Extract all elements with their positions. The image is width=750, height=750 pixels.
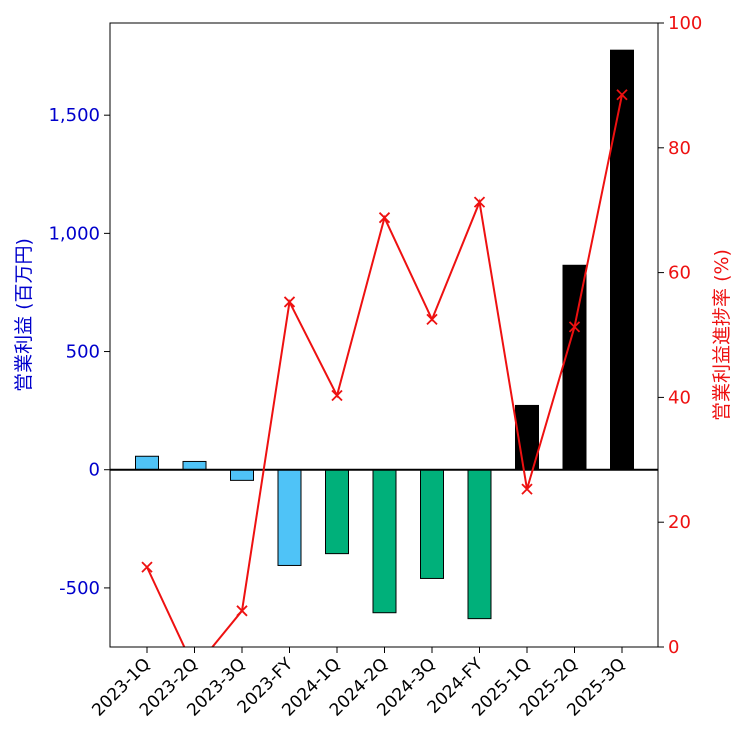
- right-tick-label: 0: [668, 637, 679, 658]
- bar-2025-2Q: [562, 264, 587, 471]
- line-marker-2025-3Q: [616, 89, 628, 101]
- bar-2024-FY: [467, 469, 492, 620]
- left-tick-label: -500: [59, 578, 100, 599]
- bar-2023-FY: [277, 469, 302, 566]
- right-tick-label: 100: [668, 13, 702, 34]
- left-axis-label: 営業利益 (百万円): [13, 238, 35, 392]
- left-tick-label: 1,000: [48, 223, 100, 244]
- line-marker-2023-1Q: [141, 561, 153, 573]
- line-marker-2024-2Q: [378, 212, 391, 224]
- line-marker-2025-1Q: [521, 483, 533, 495]
- left-tick-label: 1,500: [48, 105, 100, 126]
- line-marker-2023-FY: [283, 296, 296, 308]
- bar-2024-3Q: [420, 469, 444, 579]
- line-layer: [141, 89, 628, 647]
- right-tick-label: 20: [668, 512, 691, 533]
- bar-2025-3Q: [610, 49, 634, 471]
- x-axis: 2023-1Q2023-2Q2023-3Q2023-FY2024-1Q2024-…: [88, 647, 630, 721]
- bar-2023-3Q: [230, 469, 254, 481]
- line-marker-2024-FY: [473, 196, 486, 208]
- line-marker-2025-2Q: [568, 321, 581, 333]
- bar-2023-1Q: [135, 455, 159, 471]
- right-tick-label: 80: [668, 138, 691, 159]
- line-marker-2023-3Q: [236, 605, 248, 617]
- bar-2024-1Q: [325, 469, 349, 555]
- right-axis: 0 20 40 60 80 100: [658, 13, 702, 658]
- right-tick-label: 60: [668, 263, 691, 284]
- line-marker-2024-3Q: [426, 313, 438, 326]
- right-axis-label: 営業利益進捗率 (%): [711, 249, 733, 421]
- bar-2023-2Q: [182, 460, 207, 471]
- right-tick-label: 40: [668, 387, 691, 408]
- left-tick-label: 0: [89, 460, 100, 481]
- line-marker-2024-1Q: [331, 389, 343, 402]
- left-axis: -500 0 500 1,000 1,500: [48, 105, 110, 599]
- bar-2024-2Q: [372, 469, 397, 614]
- left-tick-label: 500: [66, 342, 100, 363]
- bars-layer: [135, 49, 634, 620]
